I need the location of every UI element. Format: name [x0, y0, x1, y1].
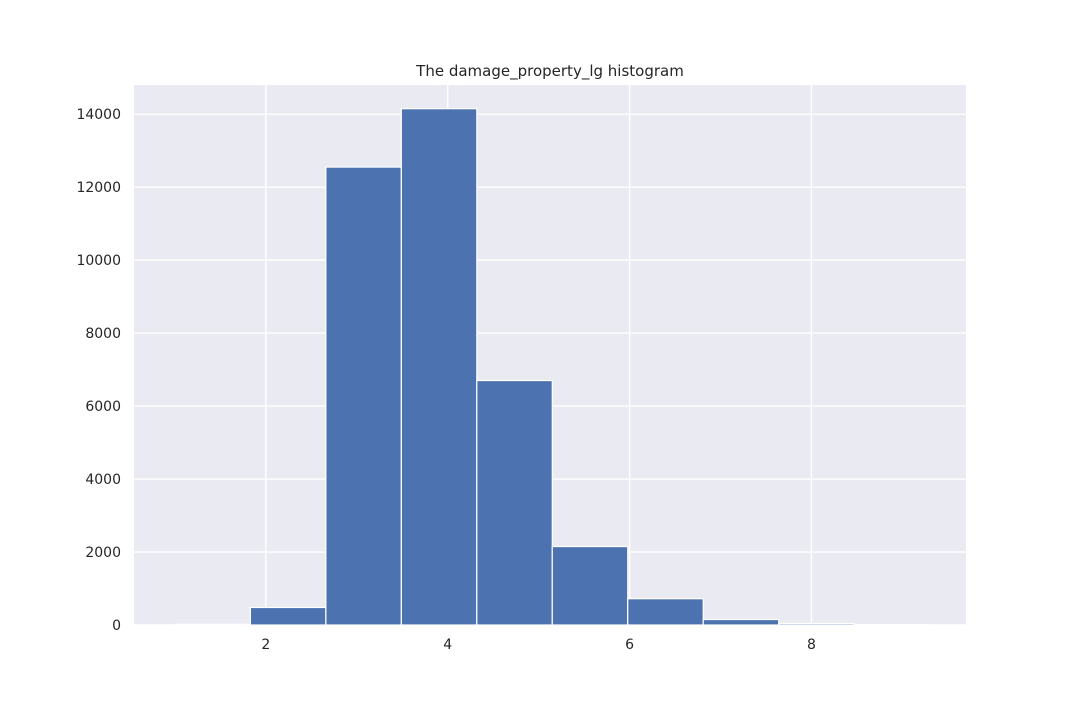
histogram-bar: [477, 381, 552, 625]
x-tick-label: 2: [261, 637, 270, 653]
y-tick-label: 6000: [85, 399, 121, 415]
y-tick-label: 14000: [76, 107, 121, 123]
histogram-bar: [175, 624, 250, 625]
x-tick-label: 6: [625, 637, 634, 653]
y-tick-label: 12000: [76, 180, 121, 196]
histogram-bar: [326, 167, 401, 625]
histogram-bar: [250, 607, 325, 625]
x-axis-ticks: 2 4 6 8: [261, 637, 815, 653]
histogram-bar: [401, 109, 476, 625]
y-tick-label: 10000: [76, 253, 121, 269]
y-tick-label: 4000: [85, 472, 121, 488]
chart-title: The damage_property_lg histogram: [415, 62, 684, 81]
histogram-bar: [552, 547, 627, 625]
histogram-bar: [779, 624, 854, 625]
histogram-bar: [703, 620, 778, 625]
x-tick-label: 4: [443, 637, 452, 653]
y-tick-label: 8000: [85, 326, 121, 342]
histogram-bar: [628, 599, 703, 625]
y-tick-label: 0: [112, 618, 121, 634]
y-axis-ticks: 0 2000 4000 6000 8000 10000 12000 14000: [76, 107, 121, 634]
x-tick-label: 8: [807, 637, 816, 653]
y-tick-label: 2000: [85, 545, 121, 561]
